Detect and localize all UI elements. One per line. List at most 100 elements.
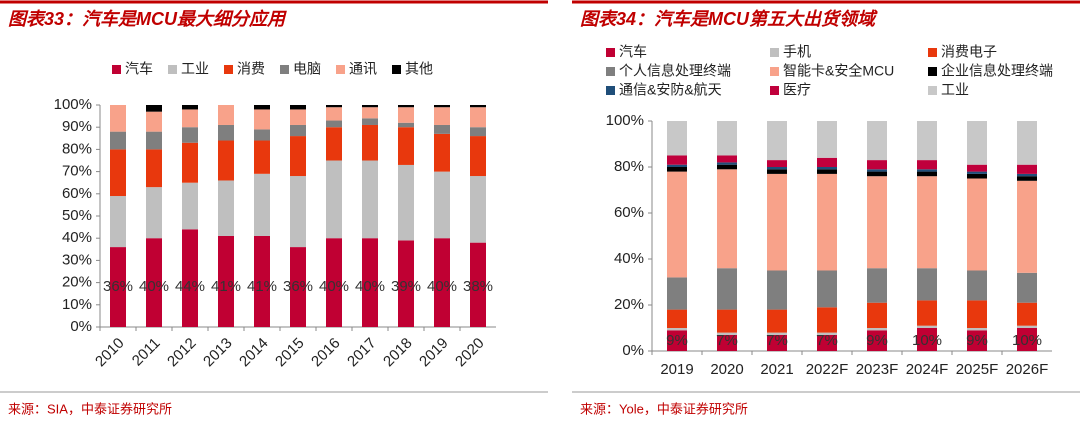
bar-segment [218,105,234,125]
bar-segment [146,111,162,132]
bar-segment [254,235,270,327]
bar-segment [967,330,987,351]
bar-segment [917,121,937,161]
bar-segment [254,173,270,236]
bar-segment [667,167,687,172]
bar-segment [667,155,687,165]
bar-segment [470,127,486,137]
y-tick-label: 0% [622,342,644,359]
bar-segment [817,173,837,271]
data-label: 40% [139,278,169,295]
bar-segment [767,332,787,335]
bar-segment [717,155,737,163]
legend-label: 其他 [405,61,433,77]
x-tick-label: 2019 [660,361,693,378]
x-tick-label: 2015 [272,335,308,371]
data-label: 38% [463,278,493,295]
legend-swatch [336,65,345,74]
bar-segment [767,173,787,271]
bar-segment [362,105,378,108]
bar-segment [398,122,414,128]
data-label: 7% [766,332,788,349]
data-label: 44% [175,278,205,295]
bar-segment [967,300,987,328]
data-label: 7% [716,332,738,349]
bar-segment [817,169,837,174]
legend-label: 消费电子 [941,44,997,60]
legend-label: 工业 [941,82,969,98]
legend-swatch [224,65,233,74]
bar-segment [398,164,414,241]
bar-segment [326,107,342,121]
bar-segment [110,247,126,327]
bar-segment [667,309,687,328]
bar-segment [182,127,198,143]
data-label: 40% [427,278,457,295]
bar-segment [1017,121,1037,165]
x-tick-label: 2023F [856,361,899,378]
bar-segment [867,169,887,172]
bar-segment [146,187,162,239]
y-tick-label: 80% [614,158,644,175]
bar-segment [917,268,937,301]
data-label: 9% [666,332,688,349]
data-label: 39% [391,278,421,295]
bar-segment [867,328,887,331]
data-label: 9% [866,332,888,349]
bar-segment [434,107,450,125]
y-tick-label: 50% [62,207,92,224]
bar-segment [326,238,342,327]
legend-label: 企业信息处理终端 [941,63,1053,79]
data-label: 7% [816,332,838,349]
source: 来源：Yole，中泰证券研究所 [580,401,748,416]
bar-segment [146,149,162,188]
bar-segment [817,121,837,158]
x-tick-label: 2010 [92,335,128,371]
data-label: 41% [247,278,277,295]
bar-segment [667,164,687,167]
y-tick-label: 40% [614,250,644,267]
legend-swatch [928,48,937,57]
legend-label: 医疗 [783,82,811,98]
bar-segment [717,121,737,156]
bar-segment [182,109,198,128]
bar-segment [717,268,737,310]
bar-segment [110,149,126,197]
bar-segment [290,124,306,137]
bar-segment [434,124,450,134]
bar-segment [182,182,198,230]
y-tick-label: 100% [606,112,644,129]
bar-segment [434,133,450,172]
bar-segment [967,270,987,301]
bar-segment [362,238,378,327]
bar-segment [470,136,486,177]
bar-segment [218,140,234,181]
bar-segment [254,129,270,141]
bar-segment [1017,164,1037,174]
bar-segment [867,330,887,351]
bar-segment [326,127,342,161]
legend-label: 消费 [237,61,265,77]
bar-segment [470,107,486,128]
bar-segment [817,307,837,333]
bar-segment [290,105,306,110]
bar-segment [967,171,987,174]
bar-segment [362,160,378,239]
bar-segment [398,105,414,108]
y-tick-label: 60% [62,185,92,202]
bar-segment [667,330,687,351]
bar-segment [967,164,987,172]
bar-segment [917,169,937,172]
bar-segment [767,334,787,351]
bar-segment [290,247,306,327]
bar-segment [110,196,126,248]
data-label: 10% [912,332,942,349]
bar-segment [767,160,787,167]
bar-segment [717,162,737,165]
bar-segment [1017,173,1037,177]
bar-segment [398,107,414,123]
data-label: 40% [319,278,349,295]
bar-segment [362,107,378,119]
bar-segment [917,171,937,177]
y-tick-label: 20% [614,296,644,313]
